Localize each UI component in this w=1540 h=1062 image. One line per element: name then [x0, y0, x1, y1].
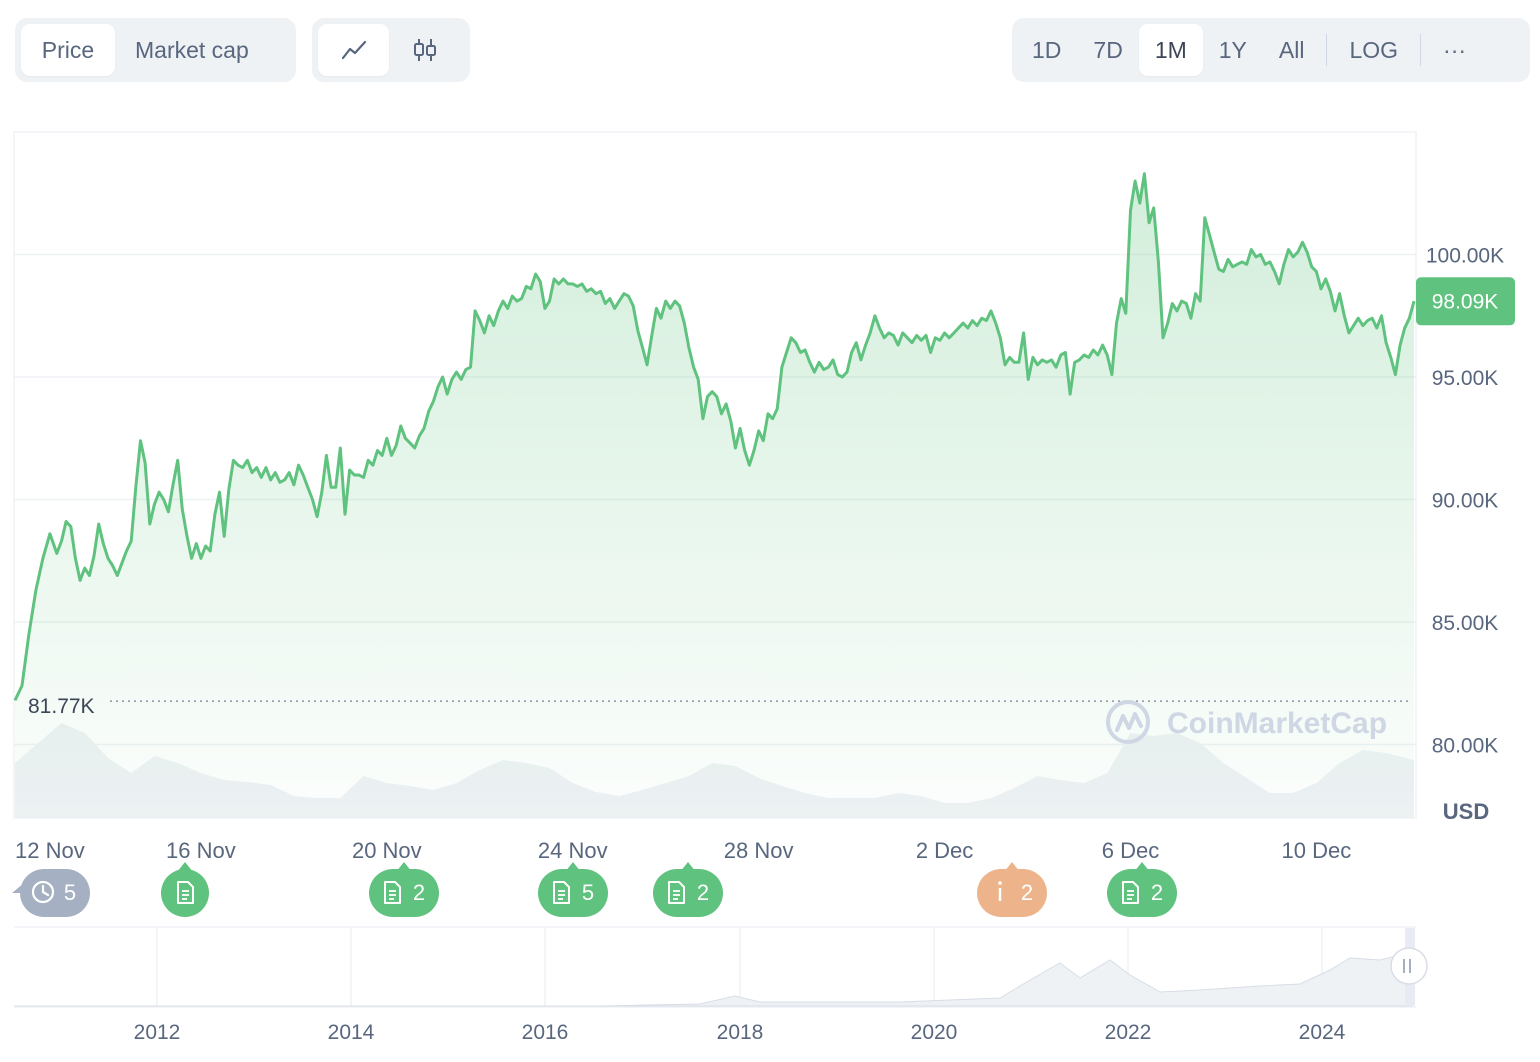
- more-options-button[interactable]: ···: [1443, 36, 1467, 63]
- toolbar-divider: [1326, 34, 1328, 66]
- history-event-marker[interactable]: 5: [12, 869, 90, 917]
- line-chart-icon: [341, 40, 366, 60]
- news-event-marker[interactable]: [161, 862, 209, 917]
- navigator-year-label: 2022: [1105, 1021, 1152, 1044]
- price-area-fill: [15, 173, 1414, 818]
- line-chart-button[interactable]: [318, 24, 389, 76]
- info-icon: [998, 881, 1002, 901]
- x-tick-label: 12 Nov: [15, 838, 85, 863]
- info-event-marker[interactable]: 2: [977, 862, 1047, 917]
- x-tick-label: 10 Dec: [1282, 838, 1352, 863]
- metric-toggle: Price Market cap: [15, 18, 296, 82]
- candlestick-icon: [413, 39, 436, 61]
- range-7d-button[interactable]: 7D: [1093, 36, 1123, 63]
- navigator-handle[interactable]: [1390, 947, 1428, 985]
- price-tab[interactable]: Price: [21, 24, 115, 76]
- range-1d-button[interactable]: 1D: [1032, 36, 1062, 63]
- y-tick-label: 95.00K: [1432, 367, 1499, 390]
- chart-type-toggle: [312, 18, 470, 82]
- document-icon: [177, 881, 194, 904]
- coinmarketcap-logo-icon: [1106, 700, 1150, 744]
- y-tick-label: 85.00K: [1432, 612, 1499, 635]
- time-range-toggle: 1D 7D 1M 1Y All LOG ···: [1012, 18, 1530, 82]
- navigator-year-label: 2018: [717, 1021, 764, 1044]
- price-line: [13, 172, 1416, 702]
- news-event-marker[interactable]: 2: [369, 862, 439, 917]
- watermark-text: CoinMarketCap: [1167, 707, 1387, 740]
- news-event-marker[interactable]: 2: [1107, 862, 1177, 917]
- x-tick-label: 24 Nov: [538, 838, 608, 863]
- pause-handle-icon: [1403, 959, 1411, 973]
- document-icon: [1122, 881, 1139, 904]
- event-markers: 5 2 5 2 2 2: [12, 862, 1177, 917]
- event-count: 2: [413, 880, 425, 905]
- log-scale-button[interactable]: LOG: [1349, 36, 1399, 63]
- navigator-year-label: 2024: [1299, 1021, 1346, 1044]
- x-tick-label: 2 Dec: [916, 838, 973, 863]
- y-tick-label: 90.00K: [1432, 490, 1499, 513]
- coinmarketcap-watermark: CoinMarketCap: [1106, 700, 1387, 744]
- range-navigator[interactable]: 2012 2014 2016 2018 2020 2022 2024: [14, 926, 1428, 1044]
- price-line-path: [13, 172, 1416, 702]
- x-tick-label: 6 Dec: [1102, 838, 1159, 863]
- x-axis: 12 Nov 16 Nov 20 Nov 24 Nov 28 Nov 2 Dec 6 Dec…: [15, 838, 1351, 863]
- x-tick-label: 20 Nov: [352, 838, 422, 863]
- range-all-button[interactable]: All: [1278, 36, 1305, 63]
- event-count: 5: [582, 880, 594, 905]
- x-tick-label: 28 Nov: [724, 838, 794, 863]
- event-count: 2: [1021, 880, 1033, 905]
- news-event-marker[interactable]: 2: [653, 862, 723, 917]
- range-1y-button[interactable]: 1Y: [1218, 36, 1247, 63]
- market-cap-tab[interactable]: Market cap: [135, 36, 249, 63]
- navigator-year-label: 2020: [911, 1021, 958, 1044]
- toolbar-divider: [1420, 34, 1422, 66]
- document-icon: [384, 881, 401, 904]
- range-1m-button[interactable]: 1M: [1138, 24, 1203, 76]
- y-tick-label: 80.00K: [1432, 735, 1499, 758]
- event-count: 2: [697, 880, 709, 905]
- y-tick-label: 100.00K: [1426, 245, 1504, 268]
- min-price-label: 81.77K: [28, 695, 95, 718]
- navigator-year-label: 2016: [522, 1021, 569, 1044]
- event-count: 2: [1151, 880, 1163, 905]
- y-axis: 100.00K 95.00K 90.00K 85.00K 80.00K: [1426, 245, 1504, 758]
- price-area: [15, 173, 1414, 818]
- document-icon: [668, 881, 685, 904]
- navigator-year-label: 2012: [134, 1021, 181, 1044]
- news-event-marker[interactable]: 5: [538, 862, 608, 917]
- current-price-badge: 98.09K: [1416, 277, 1515, 326]
- document-icon: [553, 881, 570, 904]
- candlestick-button[interactable]: [389, 24, 460, 76]
- current-price-text: 98.09K: [1432, 290, 1499, 313]
- currency-label: USD: [1443, 799, 1489, 824]
- navigator-year-label: 2014: [328, 1021, 375, 1044]
- history-icon: [31, 880, 55, 904]
- x-tick-label: 16 Nov: [166, 838, 236, 863]
- event-count: 5: [64, 880, 76, 905]
